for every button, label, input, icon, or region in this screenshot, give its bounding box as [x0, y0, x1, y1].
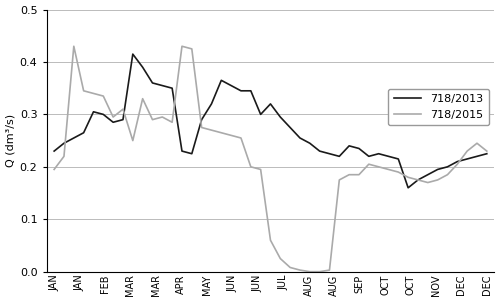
718/2013 [464, 157, 470, 161]
718/2015 [238, 136, 244, 140]
718/2015 [454, 162, 460, 166]
718/2013 [376, 152, 382, 156]
718/2015 [61, 155, 67, 158]
718/2015 [120, 107, 126, 111]
718/2013 [100, 113, 106, 116]
718/2013 [316, 149, 322, 153]
718/2015 [376, 165, 382, 169]
718/2013 [61, 141, 67, 145]
718/2013 [396, 157, 402, 161]
718/2013 [198, 118, 204, 121]
718/2015 [80, 89, 86, 93]
718/2015 [425, 181, 431, 184]
718/2013 [366, 155, 372, 158]
718/2015 [90, 92, 96, 95]
718/2015 [160, 115, 166, 119]
718/2015 [258, 168, 264, 171]
718/2015 [268, 238, 274, 242]
718/2013 [51, 149, 57, 153]
718/2013 [140, 66, 145, 69]
718/2015 [326, 268, 332, 272]
718/2015 [434, 178, 440, 182]
718/2013 [208, 102, 214, 106]
718/2015 [405, 175, 411, 179]
718/2013 [228, 84, 234, 87]
718/2013 [90, 110, 96, 114]
718/2015 [71, 44, 77, 48]
718/2015 [51, 168, 57, 171]
718/2013 [110, 120, 116, 124]
718/2015 [130, 139, 136, 143]
718/2013 [71, 136, 77, 140]
718/2013 [80, 131, 86, 135]
718/2015 [218, 131, 224, 135]
718/2015 [316, 270, 322, 274]
718/2013 [326, 152, 332, 156]
718/2015 [100, 94, 106, 98]
718/2013 [278, 115, 283, 119]
718/2013 [425, 173, 431, 176]
718/2015 [228, 133, 234, 137]
718/2013 [297, 136, 303, 140]
718/2013 [484, 152, 490, 156]
718/2013 [405, 186, 411, 190]
718/2015 [474, 141, 480, 145]
718/2015 [287, 266, 293, 269]
718/2013 [444, 165, 450, 169]
718/2013 [160, 84, 166, 87]
718/2013 [307, 141, 313, 145]
718/2013 [415, 178, 421, 182]
718/2013 [130, 52, 136, 56]
718/2013 [238, 89, 244, 93]
718/2015 [356, 173, 362, 176]
718/2015 [208, 128, 214, 132]
718/2013 [258, 113, 264, 116]
718/2013 [474, 155, 480, 158]
718/2013 [287, 126, 293, 129]
718/2015 [179, 44, 185, 48]
718/2015 [346, 173, 352, 176]
718/2015 [198, 126, 204, 129]
718/2015 [297, 268, 303, 272]
718/2015 [386, 168, 392, 171]
718/2013 [356, 147, 362, 150]
718/2015 [336, 178, 342, 182]
718/2013 [179, 149, 185, 153]
718/2013 [336, 155, 342, 158]
718/2013 [150, 81, 156, 85]
718/2013 [169, 86, 175, 90]
718/2015 [484, 149, 490, 153]
718/2013 [120, 118, 126, 121]
718/2015 [189, 47, 195, 51]
718/2013 [189, 152, 195, 156]
718/2015 [366, 162, 372, 166]
718/2015 [169, 120, 175, 124]
718/2015 [444, 173, 450, 176]
718/2015 [396, 170, 402, 174]
718/2013 [454, 160, 460, 163]
718/2015 [307, 270, 313, 274]
718/2013 [386, 155, 392, 158]
718/2013 [434, 168, 440, 171]
Y-axis label: Q (dm³/s): Q (dm³/s) [6, 114, 16, 167]
718/2013 [346, 144, 352, 148]
718/2015 [278, 257, 283, 260]
718/2015 [150, 118, 156, 121]
718/2015 [248, 165, 254, 169]
Line: 718/2015: 718/2015 [54, 46, 487, 272]
718/2015 [415, 178, 421, 182]
718/2013 [218, 79, 224, 82]
718/2013 [248, 89, 254, 93]
718/2013 [268, 102, 274, 106]
Line: 718/2013: 718/2013 [54, 54, 487, 188]
718/2015 [464, 149, 470, 153]
718/2015 [140, 97, 145, 101]
Legend: 718/2013, 718/2015: 718/2013, 718/2015 [388, 88, 489, 125]
718/2015 [110, 115, 116, 119]
